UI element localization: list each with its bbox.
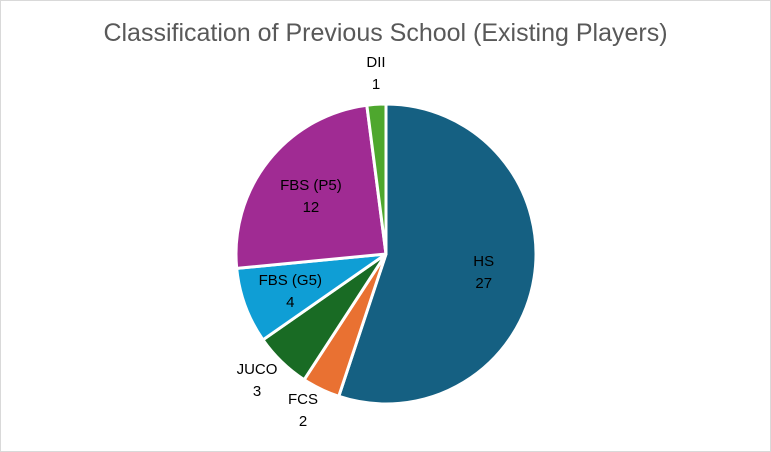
pie-slice-fbs-p5 [234, 103, 388, 270]
data-label-juco: JUCO 3 [237, 361, 278, 400]
data-label-fbs-g5: FBS (G5) 4 [259, 272, 322, 311]
data-label-dii: DII 1 [366, 54, 385, 93]
pie-slice-dii [365, 102, 388, 256]
data-label-fbs-p5: FBS (P5) 12 [280, 177, 342, 216]
data-label-hs: HS 27 [473, 253, 494, 292]
pie-slice-hs [337, 102, 538, 406]
chart-title: Classification of Previous School (Exist… [103, 19, 668, 47]
data-label-fcs: FCS 2 [288, 391, 318, 430]
